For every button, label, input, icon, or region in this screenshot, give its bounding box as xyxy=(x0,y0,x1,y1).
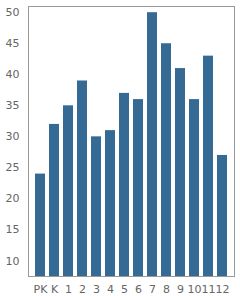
svg-text:PK: PK xyxy=(34,283,49,296)
svg-text:K: K xyxy=(51,283,59,296)
svg-text:8: 8 xyxy=(163,283,170,296)
svg-text:6: 6 xyxy=(135,283,142,296)
svg-text:7: 7 xyxy=(149,283,156,296)
svg-text:15: 15 xyxy=(6,223,20,236)
svg-text:20: 20 xyxy=(6,192,20,205)
svg-text:50: 50 xyxy=(6,6,20,19)
svg-text:3: 3 xyxy=(93,283,100,296)
svg-text:2: 2 xyxy=(79,283,86,296)
svg-text:9: 9 xyxy=(177,283,184,296)
svg-text:40: 40 xyxy=(6,68,20,81)
svg-text:30: 30 xyxy=(6,130,20,143)
svg-text:4: 4 xyxy=(107,283,114,296)
svg-text:1: 1 xyxy=(65,283,72,296)
svg-text:11: 11 xyxy=(202,283,216,296)
svg-text:12: 12 xyxy=(216,283,230,296)
svg-text:45: 45 xyxy=(6,37,20,50)
svg-text:5: 5 xyxy=(121,283,128,296)
svg-text:10: 10 xyxy=(6,255,20,268)
svg-text:10: 10 xyxy=(188,283,202,296)
svg-text:35: 35 xyxy=(6,99,20,112)
svg-text:25: 25 xyxy=(6,161,20,174)
